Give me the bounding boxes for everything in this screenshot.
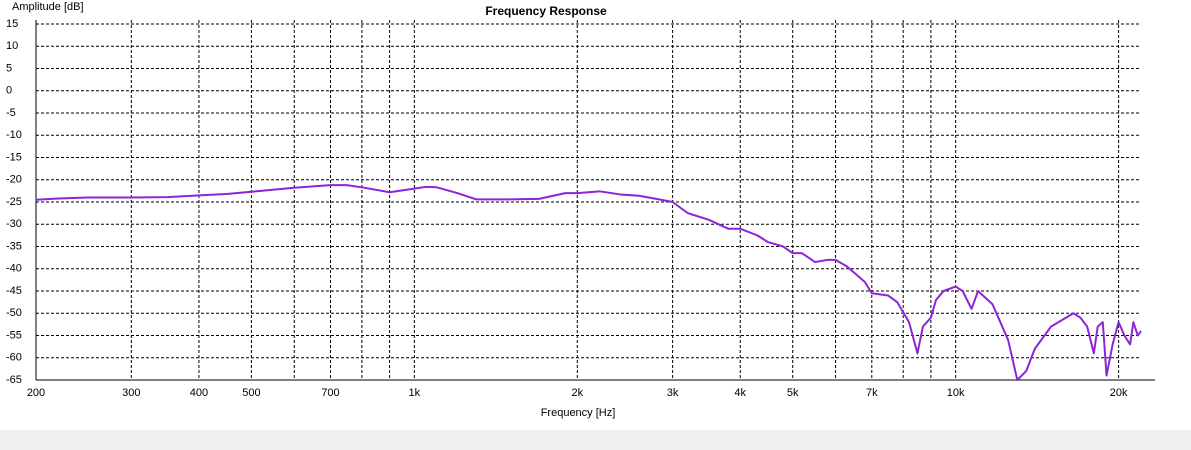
y-tick-label: -25	[6, 196, 22, 208]
y-tick-label: 5	[6, 62, 12, 74]
x-tick-label: 700	[321, 387, 339, 399]
x-tick-label: 20k	[1110, 387, 1128, 399]
x-tick-label: 500	[242, 387, 260, 399]
y-tick-label: 10	[6, 40, 18, 52]
y-tick-label: -45	[6, 285, 22, 297]
y-tick-label: -15	[6, 151, 22, 163]
x-tick-label: 7k	[866, 387, 878, 399]
x-tick-label: 400	[190, 387, 208, 399]
x-tick-label: 300	[122, 387, 140, 399]
x-tick-label: 10k	[947, 387, 965, 399]
y-tick-label: -10	[6, 129, 22, 141]
y-tick-label: 15	[6, 18, 18, 30]
y-tick-label: -55	[6, 329, 22, 341]
y-tick-label: -50	[6, 307, 22, 319]
y-tick-label: -5	[6, 107, 16, 119]
chart-title: Frequency Response	[485, 4, 607, 18]
x-tick-label: 4k	[734, 387, 746, 399]
y-tick-label: -35	[6, 240, 22, 252]
y-tick-label: 0	[6, 85, 12, 97]
y-tick-label: -30	[6, 218, 22, 230]
chart-background	[0, 0, 1191, 430]
x-tick-label: 2k	[571, 387, 583, 399]
data-line	[35, 184, 1142, 381]
y-tick-label: -65	[6, 374, 22, 386]
x-tick-label: 200	[27, 387, 45, 399]
x-tick-label: 1k	[409, 387, 421, 399]
x-axis-label: Frequency [Hz]	[541, 407, 616, 419]
y-axis-label: Amplitude [dB]	[12, 1, 84, 13]
y-tick-label: -60	[6, 352, 22, 364]
x-tick-label: 5k	[787, 387, 799, 399]
y-tick-label: -40	[6, 263, 22, 275]
y-tick-label: -20	[6, 174, 22, 186]
x-tick-label: 3k	[667, 387, 679, 399]
